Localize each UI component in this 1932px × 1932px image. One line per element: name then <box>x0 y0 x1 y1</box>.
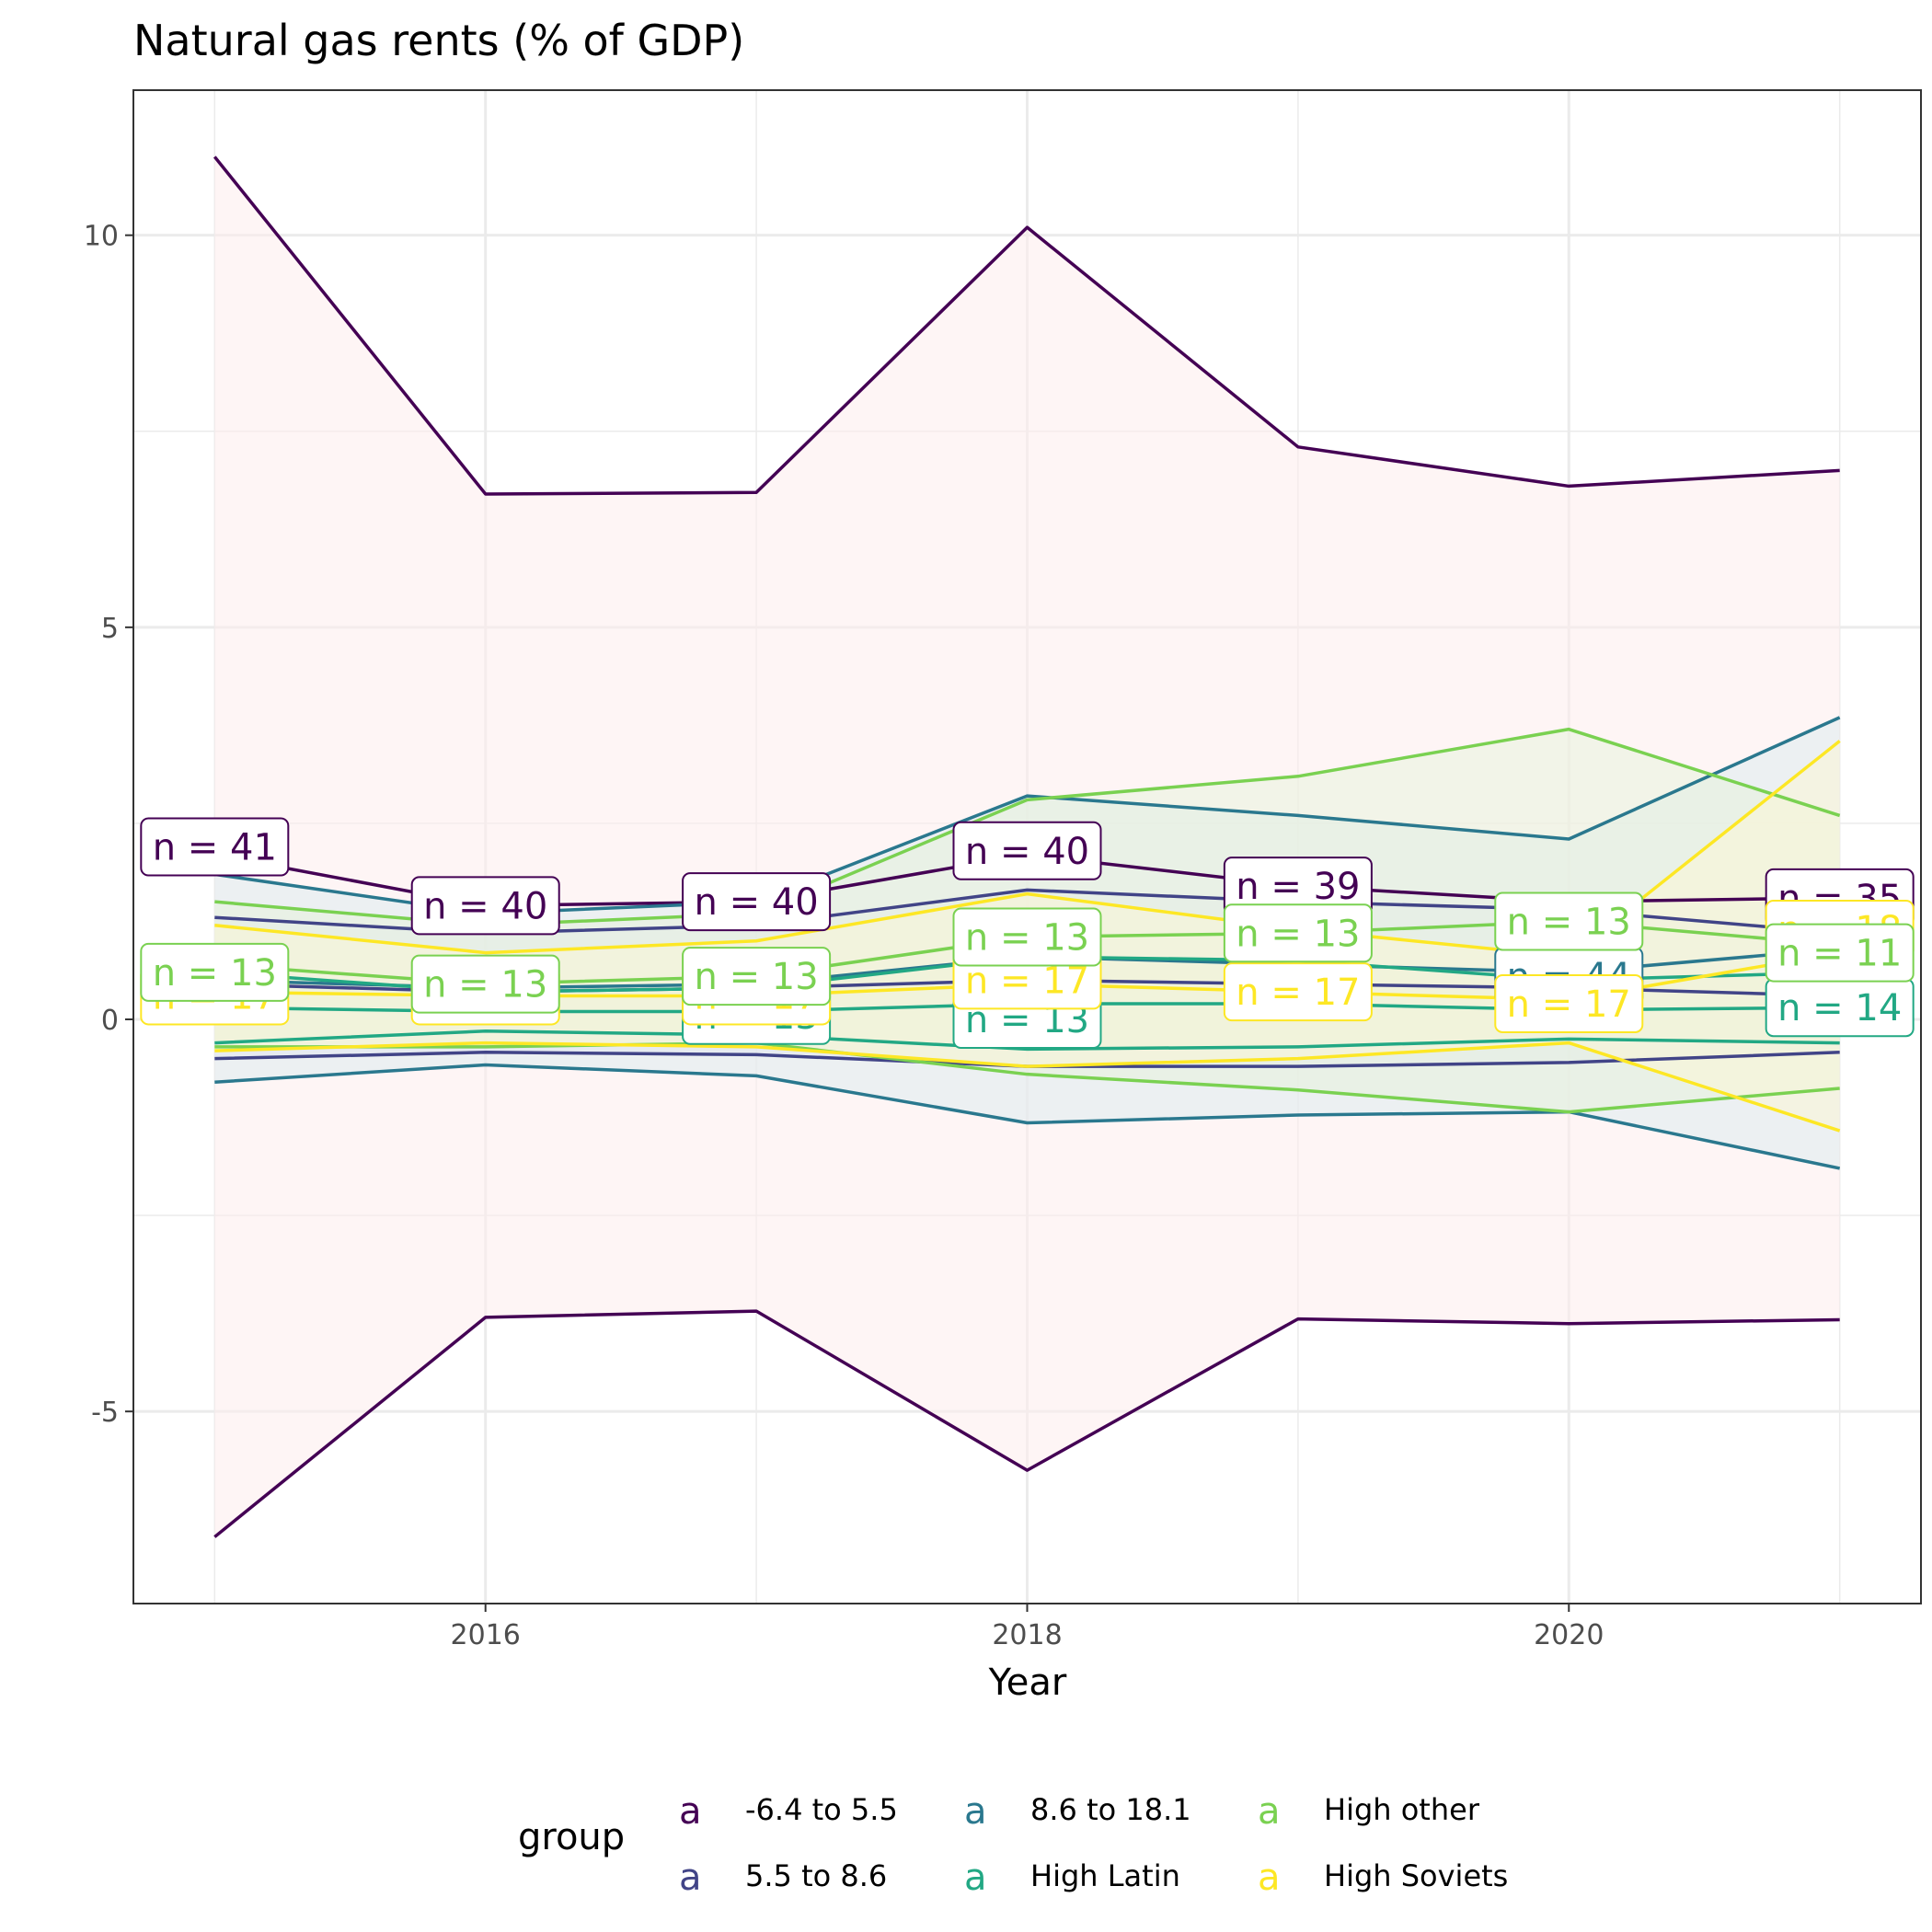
count-label-text: n = 14 <box>1777 987 1902 1029</box>
line-lower-High Latin <box>214 1029 1840 1052</box>
count-label-box <box>410 876 560 936</box>
legend: group a -6.4 to 5.5 a 5.5 to 8.6 a 8.6 to 18.… <box>518 1790 1508 1899</box>
legend-item-High Soviets: a High Soviets <box>1258 1857 1508 1899</box>
chart-title: Natural gas rents (% of GDP) <box>133 16 744 65</box>
count-label: n = 41 <box>140 817 290 877</box>
count-label-box <box>682 872 832 932</box>
count-label-text: n = 11 <box>1777 933 1902 975</box>
count-label-box <box>1223 962 1373 1022</box>
legend-key: a <box>964 1790 987 1833</box>
legend-item-5.5 to 8.6: a 5.5 to 8.6 <box>679 1857 887 1899</box>
legend-item-High Latin: a High Latin <box>964 1857 1180 1899</box>
count-labels: n = 41n = 40 n = 40n = 40n = 39 n = 35n = … <box>140 817 1915 1050</box>
count-label: n = 13 <box>952 907 1102 967</box>
count-label: n = 39 <box>1223 857 1373 916</box>
line-lower--6.4 to 5.5 <box>213 1309 1840 1538</box>
y-tick-label: 0 <box>101 1005 119 1037</box>
count-label-text: n = 17 <box>1236 972 1360 1014</box>
legend-label: 8.6 to 18.1 <box>1030 1792 1191 1827</box>
legend-label: -6.4 to 5.5 <box>745 1792 898 1827</box>
count-label: n = 13 <box>1494 891 1644 951</box>
count-label-text: n = 40 <box>965 831 1089 873</box>
count-label-text: n = 13 <box>153 952 277 995</box>
legend-key: a <box>1258 1790 1281 1833</box>
x-axis-title: Year <box>988 1662 1067 1704</box>
count-label: n = 17 <box>1494 973 1644 1033</box>
count-label-box <box>1494 891 1644 951</box>
count-label-text: n = 17 <box>965 960 1089 1002</box>
legend-key: a <box>679 1790 702 1833</box>
count-label-box <box>952 907 1102 967</box>
count-label-text: n = 40 <box>695 881 819 924</box>
count-label-box <box>140 817 290 877</box>
x-tick-label: 2016 <box>451 1619 521 1651</box>
count-label-box <box>952 821 1102 880</box>
count-label: n = 13 <box>410 954 560 1014</box>
count-label-box <box>1223 903 1373 963</box>
count-label-text: n = 13 <box>1236 913 1360 955</box>
y-tick-label: 5 <box>101 613 119 645</box>
count-label-text: n = 40 <box>423 885 547 927</box>
legend-key: a <box>964 1857 987 1899</box>
legend-item-High other: a High other <box>1258 1790 1480 1833</box>
count-label-box <box>682 947 832 1006</box>
count-label: n = 40 <box>682 872 832 932</box>
legend-item-8.6 to 18.1: a 8.6 to 18.1 <box>964 1790 1191 1833</box>
legend-label: High other <box>1324 1792 1480 1827</box>
count-label: n = 17 <box>1223 962 1373 1022</box>
count-label-text: n = 13 <box>1507 901 1631 943</box>
legend-label: 5.5 to 8.6 <box>745 1858 887 1893</box>
legend-key: a <box>1258 1857 1281 1899</box>
count-label: n = 13 <box>682 947 832 1006</box>
line-lower-High Soviets <box>214 1041 1841 1133</box>
count-label: n = 40 <box>410 876 560 936</box>
line-lower-High other <box>214 1041 1840 1114</box>
count-label-text: n = 13 <box>965 917 1089 960</box>
count-label-text: n = 17 <box>1507 983 1631 1026</box>
y-axis-ticks: -5 0 5 10 <box>84 221 133 1429</box>
count-label: n = 11 <box>1765 923 1915 983</box>
count-label: n = 40 <box>952 821 1102 880</box>
line-upper--6.4 to 5.5 <box>213 155 1840 496</box>
legend-title: group <box>518 1816 625 1858</box>
count-label-box <box>1765 923 1915 983</box>
count-label-box <box>410 954 560 1014</box>
count-label: n = 13 <box>140 942 290 1002</box>
x-tick-label: 2020 <box>1534 1619 1604 1651</box>
count-label-text: n = 41 <box>153 827 277 869</box>
x-tick-label: 2018 <box>992 1619 1062 1651</box>
legend-label: High Latin <box>1030 1858 1180 1893</box>
y-tick-label: -5 <box>91 1397 119 1429</box>
y-tick-label: 10 <box>84 221 119 253</box>
legend-label: High Soviets <box>1324 1858 1508 1893</box>
count-label-text: n = 13 <box>695 956 819 998</box>
count-label-box <box>1494 973 1644 1033</box>
legend-item--6.4 to 5.5: a -6.4 to 5.5 <box>679 1790 898 1833</box>
count-label: n = 14 <box>1765 978 1915 1038</box>
legend-items: a -6.4 to 5.5 a 5.5 to 8.6 a 8.6 to 18.1 a High… <box>679 1790 1508 1899</box>
legend-key: a <box>679 1857 702 1899</box>
count-label-text: n = 39 <box>1236 866 1360 908</box>
count-label: n = 13 <box>1223 903 1373 963</box>
count-label-text: n = 13 <box>423 964 547 1006</box>
count-label-box <box>140 942 290 1002</box>
x-axis-ticks: 2016 2018 2020 <box>451 1604 1604 1651</box>
